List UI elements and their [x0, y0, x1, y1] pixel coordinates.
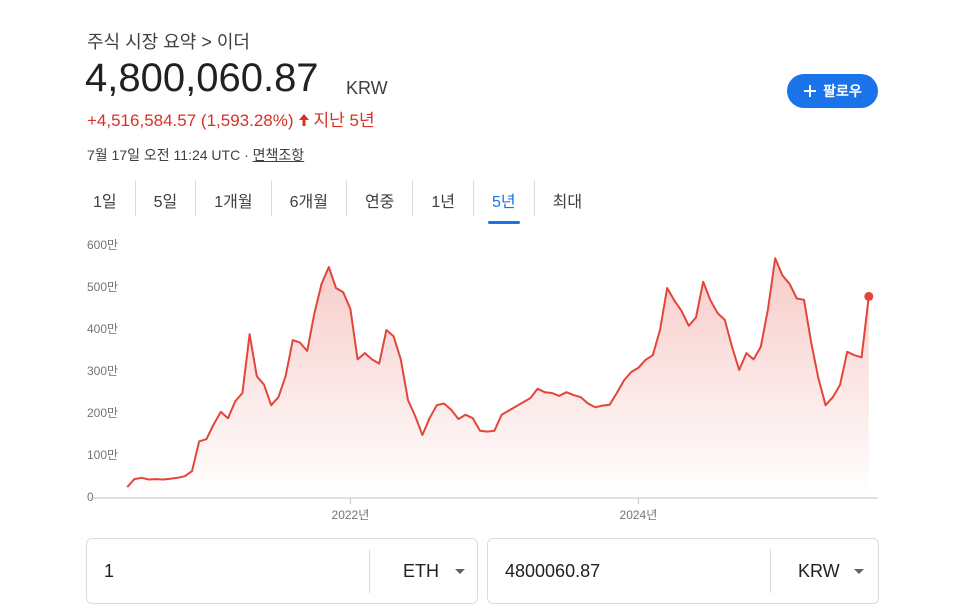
divider	[770, 549, 771, 593]
to-box[interactable]: 4800060.87 KRW	[487, 538, 879, 604]
area-fill	[127, 258, 869, 498]
range-tabs: 1일 5일 1개월 6개월 연중 1년 5년 최대	[75, 178, 600, 224]
divider	[369, 549, 370, 593]
y-tick-label: 300만	[87, 364, 118, 378]
y-tick-label: 100만	[87, 448, 118, 462]
y-tick-label: 500만	[87, 280, 118, 294]
y-tick-label: 0	[87, 490, 94, 504]
disclaimer-link[interactable]: 면책조항	[252, 147, 305, 163]
to-amount[interactable]: 4800060.87	[505, 561, 601, 581]
price: 4,800,060.87	[85, 56, 319, 100]
chart: 0 100만 200만 300만 400만 500만 600만 2022년 2024년	[87, 238, 878, 522]
range-tab[interactable]: 6개월	[270, 180, 346, 216]
range-tab[interactable]: 1일	[93, 194, 117, 211]
change: +4,516,584.57 (1,593.28%) 지난 5년	[87, 106, 375, 131]
from-amount[interactable]: 1	[104, 561, 115, 581]
follow-button[interactable]: 팔로우	[787, 74, 878, 108]
dropdown-arrow[interactable]	[455, 569, 465, 574]
breadcrumb[interactable]: 주식 시장 요약 > 이더	[87, 32, 250, 52]
change-value: +4,516,584.57 (1,593.28%)	[87, 111, 294, 130]
x-tick-label: 2024년	[620, 508, 658, 522]
to-currency[interactable]: KRW	[798, 561, 840, 581]
period: 지난 5년	[313, 111, 375, 130]
x-tick-label: 2022년	[332, 508, 370, 522]
range-tab[interactable]: 1개월	[195, 180, 270, 216]
plus-icon	[804, 85, 817, 97]
y-tick-label: 600만	[87, 238, 118, 252]
range-tab[interactable]: 5일	[134, 180, 196, 216]
price-line	[126, 257, 870, 488]
up-arrow	[298, 114, 309, 126]
y-tick-label: 200만	[87, 406, 118, 420]
range-tab[interactable]: 최대	[533, 180, 600, 216]
follow-label: 팔로우	[823, 83, 862, 99]
last-point	[864, 291, 874, 301]
from-currency[interactable]: ETH	[403, 561, 439, 581]
range-tab[interactable]: 연중	[345, 180, 412, 216]
from-box[interactable]: 1 ETH	[86, 538, 478, 604]
y-tick-label: 400만	[87, 322, 118, 336]
timestamp: 7월 17일 오전 11:24 UTC ·	[87, 147, 253, 163]
timestamp-line: 7월 17일 오전 11:24 UTC · 면책조항	[87, 145, 304, 165]
range-tab[interactable]: 1년	[412, 180, 473, 216]
currency: KRW	[346, 78, 388, 98]
range-tab[interactable]: 5년	[473, 180, 534, 224]
dropdown-arrow[interactable]	[854, 569, 864, 574]
